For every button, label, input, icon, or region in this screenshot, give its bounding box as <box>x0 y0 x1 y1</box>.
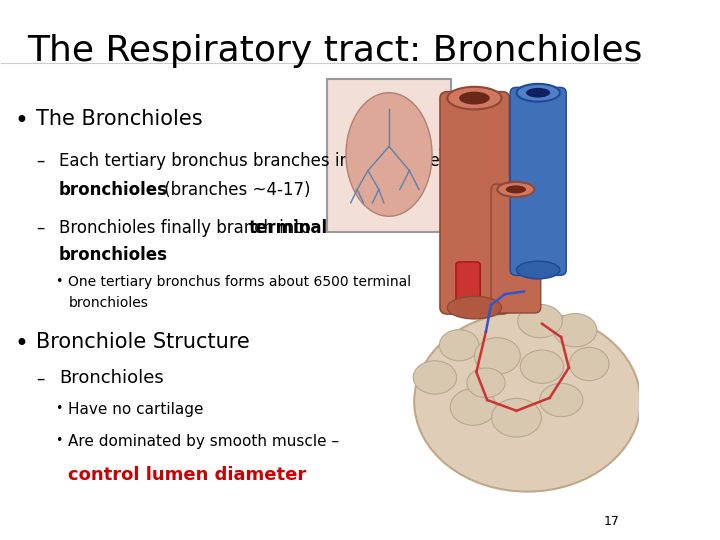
Ellipse shape <box>516 84 560 102</box>
Ellipse shape <box>439 329 479 361</box>
Ellipse shape <box>516 261 560 279</box>
FancyBboxPatch shape <box>327 79 451 232</box>
Text: terminal: terminal <box>248 219 328 237</box>
Ellipse shape <box>492 399 541 437</box>
Text: bronchioles: bronchioles <box>59 181 168 199</box>
Text: Each tertiary bronchus branches into multiple: Each tertiary bronchus branches into mul… <box>59 152 445 170</box>
Text: Have no cartilage: Have no cartilage <box>68 402 204 417</box>
Ellipse shape <box>450 389 496 426</box>
Text: bronchioles: bronchioles <box>68 296 148 310</box>
Text: The Bronchioles: The Bronchioles <box>37 109 203 129</box>
Text: Bronchiole Structure: Bronchiole Structure <box>37 332 251 352</box>
Ellipse shape <box>447 296 502 319</box>
Text: •: • <box>14 332 28 356</box>
Text: –: – <box>37 152 45 170</box>
Ellipse shape <box>521 350 564 383</box>
FancyBboxPatch shape <box>456 262 480 310</box>
Text: Bronchioles: Bronchioles <box>59 369 163 387</box>
Ellipse shape <box>414 312 641 491</box>
Ellipse shape <box>518 305 562 338</box>
Text: 17: 17 <box>604 515 620 528</box>
Text: One tertiary bronchus forms about 6500 terminal: One tertiary bronchus forms about 6500 t… <box>68 275 411 289</box>
Ellipse shape <box>498 182 534 197</box>
Ellipse shape <box>570 347 609 381</box>
FancyBboxPatch shape <box>491 184 541 313</box>
Ellipse shape <box>505 185 526 193</box>
Ellipse shape <box>467 368 505 397</box>
Ellipse shape <box>447 87 502 110</box>
Text: The Respiratory tract: Bronchioles: The Respiratory tract: Bronchioles <box>27 33 642 68</box>
Text: bronchioles: bronchioles <box>59 246 168 264</box>
Text: •: • <box>55 434 63 447</box>
Ellipse shape <box>474 338 521 374</box>
Ellipse shape <box>539 383 582 417</box>
Ellipse shape <box>346 93 432 217</box>
Ellipse shape <box>413 361 456 394</box>
FancyBboxPatch shape <box>510 87 566 275</box>
Text: control lumen diameter: control lumen diameter <box>68 466 307 484</box>
Text: Bronchioles finally branch into: Bronchioles finally branch into <box>59 219 316 237</box>
Text: (branches ~4-17): (branches ~4-17) <box>159 181 310 199</box>
FancyBboxPatch shape <box>440 92 510 314</box>
Ellipse shape <box>526 88 550 98</box>
Text: Are dominated by smooth muscle –: Are dominated by smooth muscle – <box>68 434 339 449</box>
Text: •: • <box>55 402 63 415</box>
Text: –: – <box>37 369 45 387</box>
Ellipse shape <box>459 92 490 105</box>
Ellipse shape <box>554 314 597 347</box>
Text: •: • <box>55 275 63 288</box>
Text: •: • <box>14 109 28 133</box>
Text: –: – <box>37 219 45 237</box>
